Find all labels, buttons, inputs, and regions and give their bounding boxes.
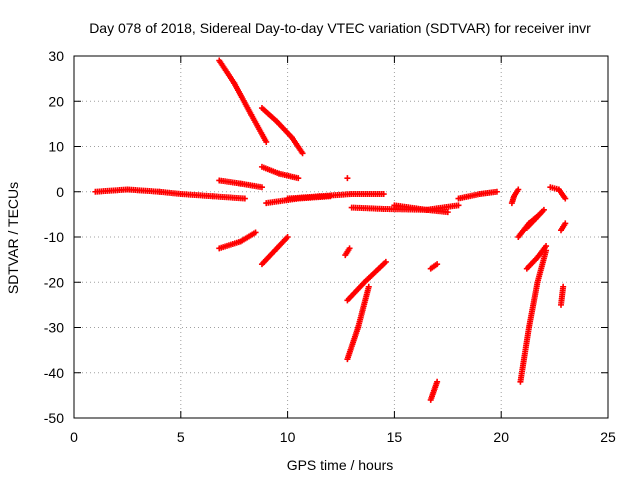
- x-tick-label: 20: [493, 429, 509, 445]
- y-tick-label: 30: [48, 48, 64, 64]
- data-point: [382, 258, 389, 265]
- data-point: [258, 184, 265, 191]
- x-tick-label: 5: [177, 429, 185, 445]
- y-tick-label: -10: [44, 229, 64, 245]
- y-tick-label: -40: [44, 365, 64, 381]
- data-point: [543, 247, 550, 254]
- data-point: [346, 245, 353, 252]
- y-tick-label: 10: [48, 139, 64, 155]
- y-tick-label: -20: [44, 274, 64, 290]
- data-point: [540, 206, 547, 213]
- y-tick-label: -30: [44, 320, 64, 336]
- data-point: [365, 283, 372, 290]
- x-axis-label: GPS time / hours: [287, 457, 394, 473]
- data-point: [344, 175, 351, 182]
- data-point: [380, 191, 387, 198]
- y-tick-label: -50: [44, 410, 64, 426]
- data-point: [455, 202, 462, 209]
- grid-lines: [74, 56, 608, 418]
- chart-title: Day 078 of 2018, Sidereal Day-to-day VTE…: [89, 20, 591, 36]
- data-point: [299, 150, 306, 157]
- x-tick-label: 10: [280, 429, 296, 445]
- data-point: [263, 138, 270, 145]
- x-tick-label: 15: [387, 429, 403, 445]
- axis-ticks: 0 5 10 15 20 25 30 20 10 0 -10 -20 -30 -40 -50: [44, 48, 616, 445]
- data-points: [92, 57, 569, 403]
- data-point: [493, 188, 500, 195]
- data-point: [560, 283, 567, 290]
- data-point: [434, 261, 441, 268]
- y-tick-label: 0: [56, 184, 64, 200]
- x-tick-label: 0: [70, 429, 78, 445]
- x-tick-label: 25: [600, 429, 616, 445]
- data-point: [241, 195, 248, 202]
- data-point: [284, 234, 291, 240]
- data-point: [562, 220, 569, 227]
- plot-frame: [73, 55, 609, 419]
- data-point: [562, 195, 569, 202]
- data-point: [252, 229, 259, 236]
- data-point: [434, 378, 441, 385]
- data-point: [508, 200, 515, 207]
- data-point: [444, 209, 451, 216]
- y-tick-label: 20: [48, 93, 64, 109]
- data-point: [295, 175, 302, 182]
- y-axis-label: SDTVAR / TECUs: [5, 182, 21, 294]
